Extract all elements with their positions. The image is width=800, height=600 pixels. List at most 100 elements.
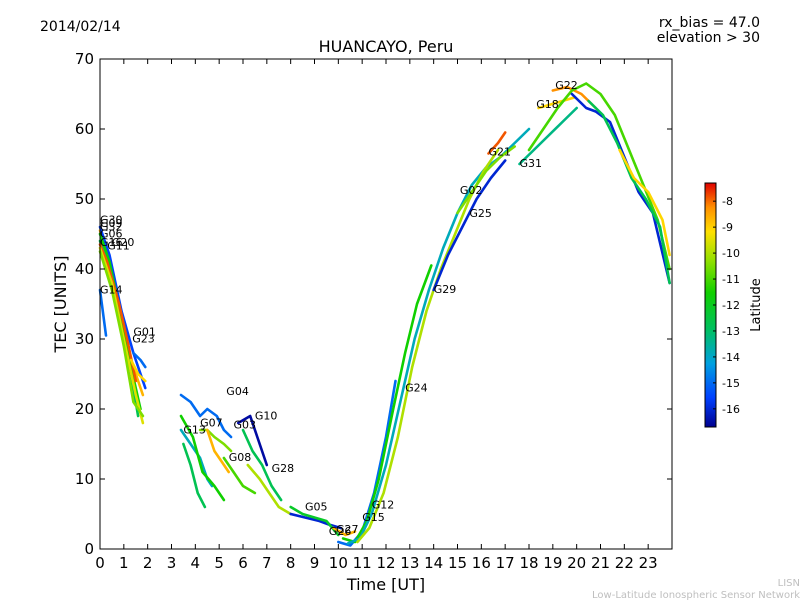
sat-label-g21: G21 [489, 146, 512, 159]
sat-label-g07: G07 [200, 417, 223, 430]
date-label: 2014/02/14 [40, 19, 121, 35]
series-line-g05 [289, 512, 342, 530]
series-line-g21 [487, 131, 507, 155]
series-line-g11 [98, 250, 145, 418]
series-line-g16 [98, 243, 138, 383]
colorbar-tick-label: -8 [722, 195, 733, 208]
y-tick-label: 0 [84, 540, 94, 558]
sat-label-g16: G16 [100, 236, 123, 249]
sat-label-g22: G22 [555, 79, 578, 92]
colorbar-tick-label: -11 [722, 273, 740, 286]
x-tick-label: 6 [238, 554, 248, 572]
series-line-g-late1 [527, 82, 671, 271]
x-tick-label: 17 [496, 554, 515, 572]
series-line-g14 [98, 288, 108, 337]
series-line-g23 [129, 358, 147, 383]
series-line-g17 [182, 442, 207, 509]
x-tick-label: 18 [519, 554, 538, 572]
chart-title: HUANCAYO, Peru [319, 37, 454, 56]
sat-label-g11: G11 [107, 239, 130, 252]
credit-long: Low-Latitude Ionospheric Sensor Network [592, 590, 800, 600]
sat-label-g20: G20 [112, 236, 135, 249]
x-tick-label: 3 [167, 554, 177, 572]
sat-label-g26: G26 [329, 525, 352, 538]
sat-label-g15: G15 [362, 511, 385, 524]
x-tick-label: 2 [143, 554, 153, 572]
sat-label-g24: G24 [405, 382, 428, 395]
y-axis-label: TEC [UNITS] [51, 256, 70, 354]
y-tick-label: 10 [75, 470, 94, 488]
sat-label-g23: G23 [132, 333, 155, 346]
colorbar-tick-label: -15 [722, 377, 740, 390]
x-tick-label: 4 [191, 554, 201, 572]
sat-label-g30: G30 [100, 214, 123, 227]
x-tick-label: 0 [95, 554, 105, 572]
series-line-g20 [98, 246, 145, 425]
sat-label-g09: G09 [100, 217, 123, 230]
series-line-g01 [132, 351, 147, 369]
x-tick-label: 21 [591, 554, 610, 572]
y-tick-label: 40 [75, 260, 94, 278]
series-line-g19 [179, 414, 226, 502]
series-line-g27 [332, 526, 357, 537]
elevation-label: elevation > 30 [657, 30, 760, 46]
colorbar-tick-label: -14 [722, 351, 740, 364]
sat-label-g28: G28 [272, 462, 295, 475]
x-tick-label: 9 [310, 554, 320, 572]
x-tick-label: 13 [400, 554, 419, 572]
y-tick-label: 50 [75, 190, 94, 208]
series-line-g03 [206, 428, 230, 474]
series-line-g-late4 [618, 148, 671, 257]
sat-label-g06: G06 [100, 228, 123, 241]
x-tick-label: 1 [119, 554, 129, 572]
x-tick-label: 16 [472, 554, 491, 572]
sat-label-g13: G13 [183, 424, 206, 437]
credit-short: LISN [778, 578, 800, 589]
sat-label-g04: G04 [226, 385, 249, 398]
x-tick-label: 10 [329, 554, 348, 572]
sat-label-g25: G25 [469, 207, 492, 220]
y-tick-label: 20 [75, 400, 94, 418]
series-line-g02 [456, 145, 516, 215]
x-tick-label: 19 [543, 554, 562, 572]
colorbar-tick-label: -9 [722, 221, 733, 234]
sat-label-g05: G05 [305, 501, 328, 514]
sat-label-g12: G12 [372, 498, 395, 511]
series-layer [98, 82, 671, 547]
series-line-g10 [236, 414, 269, 467]
sat-label-g27: G27 [336, 523, 359, 536]
rx-bias-label: rx_bias = 47.0 [659, 15, 760, 31]
series-line-g04 [179, 393, 233, 439]
series-line-g28 [246, 463, 292, 516]
sat-label-g10: G10 [255, 410, 278, 423]
series-line-g07 [198, 428, 233, 453]
sat-label-g08: G08 [229, 451, 252, 464]
x-tick-label: 5 [214, 554, 224, 572]
x-tick-label: 20 [567, 554, 586, 572]
y-tick-label: 60 [75, 120, 94, 138]
series-line-g02a [241, 428, 283, 502]
plot-area [100, 59, 672, 549]
x-tick-label: 8 [286, 554, 296, 572]
sat-label-g32: G32 [100, 221, 123, 234]
series-line-g26 [289, 505, 340, 537]
colorbar-tick-label: -12 [722, 299, 740, 312]
sat-label-g01: G01 [133, 326, 156, 339]
sat-label-g14: G14 [100, 284, 123, 297]
x-tick-label: 11 [353, 554, 372, 572]
colorbar-tick-label: -13 [722, 325, 740, 338]
y-axis: 0 10 20 30 40 50 60 70 [75, 50, 672, 558]
series-line-g-late3 [587, 99, 671, 285]
colorbar-label: Latitude [749, 278, 764, 332]
x-tick-label: 15 [448, 554, 467, 572]
x-tick-label: 14 [424, 554, 443, 572]
series-line-g18 [537, 96, 576, 110]
y-tick-label: 30 [75, 330, 94, 348]
sat-label-g02: G02 [460, 184, 483, 197]
y-tick-label: 70 [75, 50, 94, 68]
sat-label-g18: G18 [536, 98, 559, 111]
x-tick-label: 23 [639, 554, 658, 572]
series-line-g08 [222, 456, 257, 495]
